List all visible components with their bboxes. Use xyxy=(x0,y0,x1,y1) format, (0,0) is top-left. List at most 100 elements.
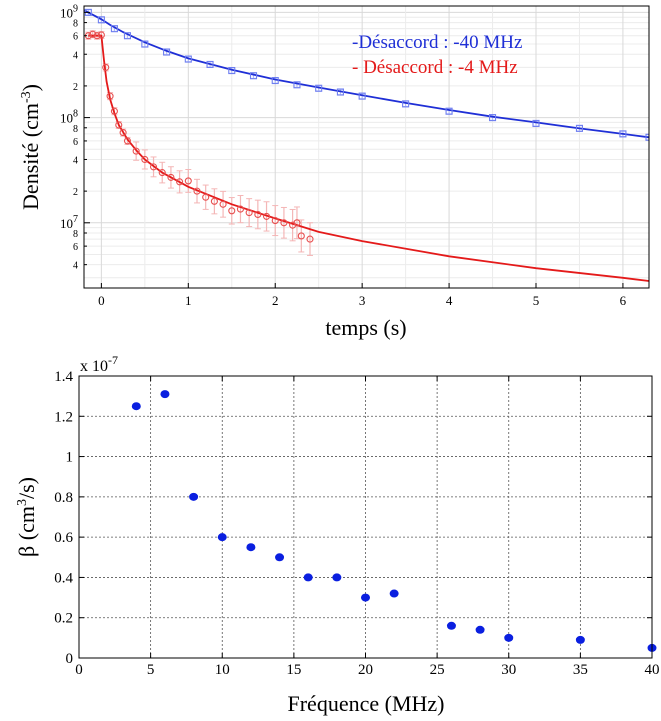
y-axis-title-main: β (cm xyxy=(14,506,39,557)
data-point xyxy=(475,625,485,634)
data-point xyxy=(110,107,118,115)
y-minor-tick-label: 8 xyxy=(73,19,78,30)
y-axis-title-end: /s) xyxy=(14,477,39,499)
x-tick-label: 35 xyxy=(573,662,588,678)
x-tick-label: 2 xyxy=(272,293,279,308)
beta-chart: 0 5 10 15 20 25 30 35 40 0 0.2 0.4 0.6 0.8 1 1.2 1.4 x 1… xyxy=(14,353,660,716)
data-point xyxy=(575,124,584,132)
plot-area xyxy=(84,8,649,282)
fit-line xyxy=(84,9,649,139)
y-multiplier-base: x 10 xyxy=(80,358,108,375)
data-point xyxy=(123,32,132,40)
data-point xyxy=(167,173,175,181)
y-tick-label: 1.2 xyxy=(54,409,73,425)
data-point xyxy=(532,119,540,127)
y-axis-title: β (cm3/s) xyxy=(14,477,39,557)
y-multiplier-exp: -7 xyxy=(108,353,118,367)
data-point xyxy=(219,200,227,208)
x-tick-label: 0 xyxy=(98,293,105,308)
y-tick-label: 108 xyxy=(60,109,78,126)
x-tick-label: 3 xyxy=(359,293,366,308)
data-point xyxy=(141,40,149,48)
y-tick-label: 0.6 xyxy=(54,530,73,546)
data-point xyxy=(210,197,218,205)
data-point xyxy=(271,76,279,85)
y-tick-label: 1.4 xyxy=(54,369,73,385)
data-point xyxy=(236,205,245,213)
data-point xyxy=(93,32,101,40)
x-tick-label: 15 xyxy=(286,662,301,678)
y-axis-title-exp: 3 xyxy=(15,499,30,506)
tick-labels: 0 5 10 15 20 25 30 35 40 0 0.2 0.4 0.6 0.8 1 1.2 1.4 xyxy=(54,369,659,678)
data-point xyxy=(488,114,497,122)
data-point xyxy=(293,219,301,227)
data-point xyxy=(262,212,271,220)
y-axis-title-unit: (cm xyxy=(18,103,43,137)
y-tick-label: 0.8 xyxy=(54,490,73,506)
data-point xyxy=(163,48,171,56)
y-minor-tick-label: 4 xyxy=(73,50,78,61)
data-point xyxy=(184,177,192,185)
data-point xyxy=(131,402,141,411)
x-tick-label: 0 xyxy=(75,662,83,678)
x-axis-title: temps (s) xyxy=(325,315,406,340)
data-point xyxy=(306,235,314,243)
x-tick-label: 1 xyxy=(185,293,192,308)
fit-line xyxy=(88,34,649,282)
data-point xyxy=(228,207,236,215)
data-point xyxy=(245,209,253,217)
y-tick-label: 107 xyxy=(60,214,78,231)
data-point xyxy=(119,129,127,137)
y-minor-tick-label: 6 xyxy=(73,32,78,43)
data-point xyxy=(97,31,105,39)
data-point xyxy=(158,169,166,177)
data-point xyxy=(446,621,456,630)
y-axis-title: Densité (cm-3) xyxy=(18,84,43,210)
data-point xyxy=(246,543,256,552)
y-tick-label: 109 xyxy=(60,3,78,20)
data-point xyxy=(141,155,149,164)
y-minor-tick-label: 8 xyxy=(73,229,78,240)
data-point xyxy=(110,25,118,33)
series-2 xyxy=(84,30,649,282)
data-point xyxy=(575,635,585,644)
tick-labels: 0 1 2 3 4 5 6 107 108 109 4 6 8 2 4 6 8 2 4 6 8 xyxy=(60,3,627,308)
plot-frame xyxy=(83,5,650,289)
y-minor-tick-label: 4 xyxy=(73,261,78,272)
y-axis-title-end: ) xyxy=(18,84,43,91)
data-point xyxy=(202,193,210,201)
data-point xyxy=(645,133,649,141)
y-axis-title-exp: -3 xyxy=(19,91,34,103)
legend-series-2: - Désaccord : -4 MHz xyxy=(352,57,518,78)
data-point xyxy=(280,219,288,227)
data-point xyxy=(332,573,342,582)
data-point xyxy=(402,100,410,108)
data-point xyxy=(275,553,285,562)
data-point xyxy=(271,217,279,225)
data-point xyxy=(102,63,110,71)
grid xyxy=(79,376,652,658)
y-minor-tick-label: 6 xyxy=(73,242,78,253)
data-point xyxy=(504,633,514,642)
series-1 xyxy=(84,8,649,141)
data-point xyxy=(619,130,627,138)
y-tick-label: 1 xyxy=(66,450,74,466)
y-tick-label: 0 xyxy=(66,651,74,667)
x-tick-label: 20 xyxy=(358,662,373,678)
data-point xyxy=(184,55,192,63)
y-minor-tick-label: 2 xyxy=(73,187,78,198)
x-tick-label: 5 xyxy=(533,293,540,308)
data-point xyxy=(293,81,301,89)
plot-area xyxy=(131,390,657,652)
data-point xyxy=(358,92,366,100)
data-point xyxy=(189,492,199,501)
data-point xyxy=(303,573,313,582)
data-point xyxy=(176,178,184,186)
data-point xyxy=(206,60,214,68)
y-minor-tick-label: 4 xyxy=(73,155,78,166)
data-point xyxy=(228,66,236,75)
x-axis-title: Fréquence (MHz) xyxy=(288,691,445,716)
x-tick-label: 30 xyxy=(501,662,516,678)
data-point xyxy=(249,72,258,80)
x-tick-label: 10 xyxy=(215,662,230,678)
